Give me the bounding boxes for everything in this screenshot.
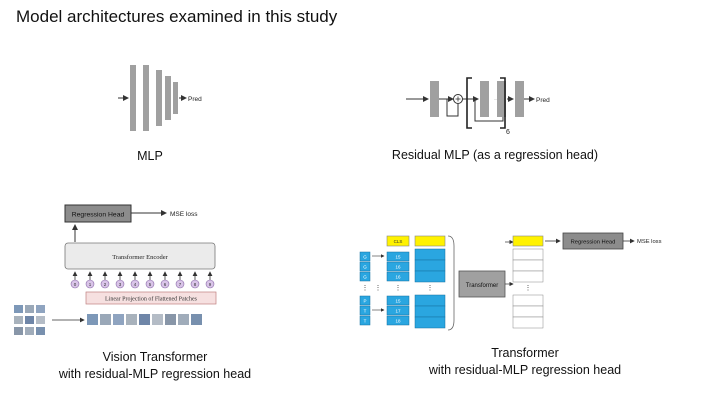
- vit-transformer-encoder: [64, 242, 216, 270]
- mlp-layer: [173, 82, 178, 114]
- vit-patch-sequence: [87, 314, 202, 325]
- res-input-layer: [430, 81, 439, 117]
- res-pred-label: Pred: [536, 97, 550, 104]
- vit-linear-projection: [85, 291, 217, 305]
- tf-feature-column: ⋮: [414, 235, 446, 329]
- tf-input-brace: [447, 235, 455, 331]
- vit-head-label: Regression Head: [72, 212, 125, 219]
- tf-input-column: G G G ⋮ P T T: [359, 251, 371, 326]
- svg-text:0: 0: [74, 282, 77, 287]
- position-embedding-9: 9: [205, 279, 215, 289]
- tf-embedding-column: 15 16 16 ⋮ 15 17 18: [386, 251, 410, 326]
- transformer-caption-line2: with residual-MLP regression head: [428, 363, 622, 377]
- svg-text:P: P: [363, 299, 366, 304]
- svg-text:2: 2: [104, 282, 107, 287]
- svg-text:G: G: [363, 255, 367, 260]
- svg-text:1: 1: [89, 282, 92, 287]
- svg-text:6: 6: [164, 282, 167, 287]
- slide-title: Model architectures examined in this stu…: [16, 7, 338, 26]
- svg-text:15: 15: [395, 255, 401, 260]
- vit-caption-line2: with residual-MLP regression head: [58, 367, 252, 381]
- residual-mlp-caption: Residual MLP (as a regression head): [391, 148, 599, 162]
- svg-text:17: 17: [395, 309, 401, 314]
- tf-cls-label: CLS: [394, 239, 403, 244]
- res-output-layer: [515, 81, 524, 117]
- position-embedding-1: 1: [85, 279, 95, 289]
- residual-mlp-diagram: ... 6 Pred: [406, 77, 550, 136]
- position-embedding-5: 5: [145, 279, 155, 289]
- repeat-bracket-right: [500, 77, 506, 129]
- position-embedding-6: 6: [160, 279, 170, 289]
- res-block-dots: ...: [494, 96, 497, 101]
- position-embedding-8: 8: [190, 279, 200, 289]
- vit-projection-label: Linear Projection of Flattened Patches: [105, 296, 198, 303]
- svg-text:G: G: [363, 265, 367, 270]
- svg-text:7: 7: [179, 282, 182, 287]
- tf-head-label: Regression Head: [571, 240, 616, 246]
- mlp-layer: [156, 70, 162, 126]
- tf-transformer-label: Transformer: [466, 283, 498, 289]
- skip-connection-outer: [446, 99, 459, 117]
- svg-text:⋮: ⋮: [525, 285, 532, 292]
- svg-text:9: 9: [209, 282, 212, 287]
- tf-loss-label: MSE loss: [637, 239, 662, 245]
- tf-output-arrows: [505, 239, 514, 287]
- vit-caption-line1: Vision Transformer: [102, 350, 208, 364]
- position-embedding-3: 3: [115, 279, 125, 289]
- tf-transformer-block: [458, 270, 506, 298]
- transformer-caption: Transformer with residual-MLP regression…: [400, 345, 650, 379]
- svg-text:18: 18: [395, 319, 401, 324]
- svg-text:3: 3: [119, 282, 122, 287]
- svg-text:T: T: [364, 319, 367, 324]
- svg-text:15: 15: [395, 299, 401, 304]
- svg-text:16: 16: [395, 265, 401, 270]
- svg-text:T: T: [364, 309, 367, 314]
- svg-text:8: 8: [194, 282, 197, 287]
- mlp-caption: MLP: [137, 149, 163, 163]
- position-embedding-0: 0: [70, 279, 80, 289]
- mlp-layer: [130, 65, 136, 131]
- position-embedding-7: 7: [175, 279, 185, 289]
- vit-diagram: Regression Head MSE loss Transformer Enc…: [14, 204, 217, 335]
- vit-caption: Vision Transformer with residual-MLP reg…: [30, 349, 280, 383]
- svg-text:⋮: ⋮: [375, 285, 382, 292]
- svg-text:⋮: ⋮: [427, 285, 434, 292]
- vit-encoder-label: Transformer Encoder: [112, 254, 168, 261]
- vit-position-embeddings: 0 1 2 3 4 5 6: [70, 279, 215, 289]
- res-block-layer: [480, 81, 489, 117]
- transformer-diagram: G G G ⋮ P T T ⋮ CLS 15 16 16 ⋮: [359, 232, 662, 331]
- svg-text:5: 5: [149, 282, 152, 287]
- tf-output-column: ⋮: [512, 235, 544, 329]
- mlp-layer: [165, 76, 171, 120]
- repeat-bracket-left: [466, 77, 472, 129]
- repeat-count: 6: [506, 129, 510, 136]
- mlp-diagram: Pred: [118, 65, 202, 131]
- svg-text:G: G: [363, 275, 367, 280]
- tf-cls-token: [386, 235, 410, 247]
- svg-text:16: 16: [395, 275, 401, 280]
- res-block-layer: [497, 81, 506, 117]
- vit-loss-label: MSE loss: [170, 211, 198, 218]
- vit-source-image-grid: [14, 305, 45, 335]
- transformer-caption-line1: Transformer: [491, 346, 559, 360]
- position-embedding-2: 2: [100, 279, 110, 289]
- svg-text:⋮: ⋮: [395, 285, 402, 292]
- mlp-layer: [143, 65, 149, 131]
- tf-input-arrows: ⋮: [372, 254, 385, 312]
- svg-text:4: 4: [134, 282, 137, 287]
- vit-token-arrows: [72, 271, 213, 280]
- mlp-pred-label: Pred: [188, 96, 202, 103]
- skip-connection-inner: [474, 99, 504, 122]
- position-embedding-4: 4: [130, 279, 140, 289]
- svg-text:⋮: ⋮: [362, 285, 369, 292]
